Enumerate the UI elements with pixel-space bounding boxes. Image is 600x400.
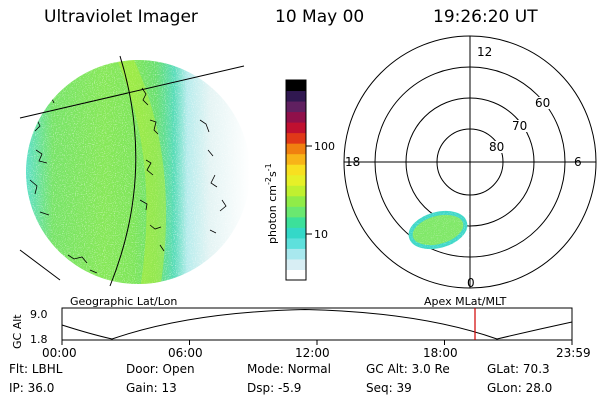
altitude-curve	[61, 308, 573, 340]
color-bar-segment	[286, 269, 306, 281]
altitude-ytick-top: 9.0	[30, 308, 48, 321]
time-tick-2359: 23:59	[556, 346, 591, 360]
color-bar-segment	[286, 258, 306, 270]
time-tick-0000: 00:00	[42, 346, 77, 360]
altitude-ylabel: GC Alt	[11, 314, 24, 349]
info-mode: Mode: Normal	[247, 362, 331, 376]
altitude-plot-frame	[61, 307, 573, 341]
auroral-band	[118, 60, 167, 284]
color-bar-segment	[286, 174, 306, 186]
color-bar-segment	[286, 227, 306, 239]
longitude-line	[109, 55, 137, 287]
color-bar-label-100: 100	[314, 140, 335, 153]
color-bar-segment	[286, 101, 306, 113]
oval-noise	[408, 210, 470, 250]
latitude-line-lower	[19, 249, 61, 281]
color-bar-frame	[285, 79, 307, 281]
mlat-label-60: 60	[535, 96, 550, 110]
color-bar-segment	[286, 237, 306, 249]
info-seq: Seq: 39	[366, 381, 412, 395]
mlt-label-12: 12	[477, 45, 492, 59]
earth-image	[19, 55, 250, 287]
instrument-title: Ultraviolet Imager	[44, 7, 198, 27]
info-glon: GLon: 28.0	[487, 381, 553, 395]
geographic-grid	[19, 55, 245, 287]
color-bar-segment	[286, 122, 306, 134]
info-dsp: Dsp: -5.9	[247, 381, 302, 395]
mlt-label-6: 6	[574, 155, 582, 169]
info-gc-alt: GC Alt: 3.0 Re	[366, 362, 450, 376]
mlt-label-0: 0	[467, 276, 475, 290]
mlat-label-80: 80	[489, 140, 504, 154]
altitude-plot: GC Alt 9.0 1.8 00:00 06:00 12:00 18:00 2…	[11, 307, 591, 360]
mlt-label-18: 18	[345, 155, 360, 169]
color-bar-segment	[286, 90, 306, 102]
color-bar-segment	[286, 153, 306, 165]
info-glat: GLat: 70.3	[487, 362, 550, 376]
color-bar-segment	[286, 206, 306, 218]
color-bar-segment	[286, 80, 306, 92]
polar-plot: 12 6 0 18 60 70 80	[343, 35, 597, 290]
color-bar-unit: photon cm-2s-1	[264, 163, 279, 244]
latitude-line	[19, 65, 245, 119]
time-tick-0600: 06:00	[168, 346, 203, 360]
apex-grid-label: Apex MLat/MLT	[424, 295, 507, 308]
color-bar-segment	[286, 111, 306, 123]
color-bar-segment	[286, 185, 306, 197]
observation-date: 10 May 00	[275, 7, 365, 27]
color-bar-segments	[286, 80, 306, 281]
color-bar-segment	[286, 248, 306, 260]
color-bar-segment	[286, 164, 306, 176]
geographic-grid-label: Geographic Lat/Lon	[70, 295, 177, 308]
color-bar-segment	[286, 195, 306, 207]
observation-time: 19:26:20 UT	[433, 7, 538, 27]
info-ip: IP: 36.0	[9, 381, 55, 395]
altitude-ytick-bottom: 1.8	[30, 333, 48, 346]
time-tick-1800: 18:00	[423, 346, 458, 360]
mlat-label-70: 70	[512, 119, 527, 133]
color-bar: 100 10 photon cm-2s-1	[264, 79, 335, 281]
info-flt: Flt: LBHL	[9, 362, 63, 376]
color-bar-segment	[286, 216, 306, 228]
color-bar-label-10: 10	[314, 228, 328, 241]
info-door: Door: Open	[126, 362, 195, 376]
info-gain: Gain: 13	[126, 381, 177, 395]
color-bar-segment	[286, 143, 306, 155]
color-bar-segment	[286, 132, 306, 144]
time-tick-1200: 12:00	[295, 346, 330, 360]
